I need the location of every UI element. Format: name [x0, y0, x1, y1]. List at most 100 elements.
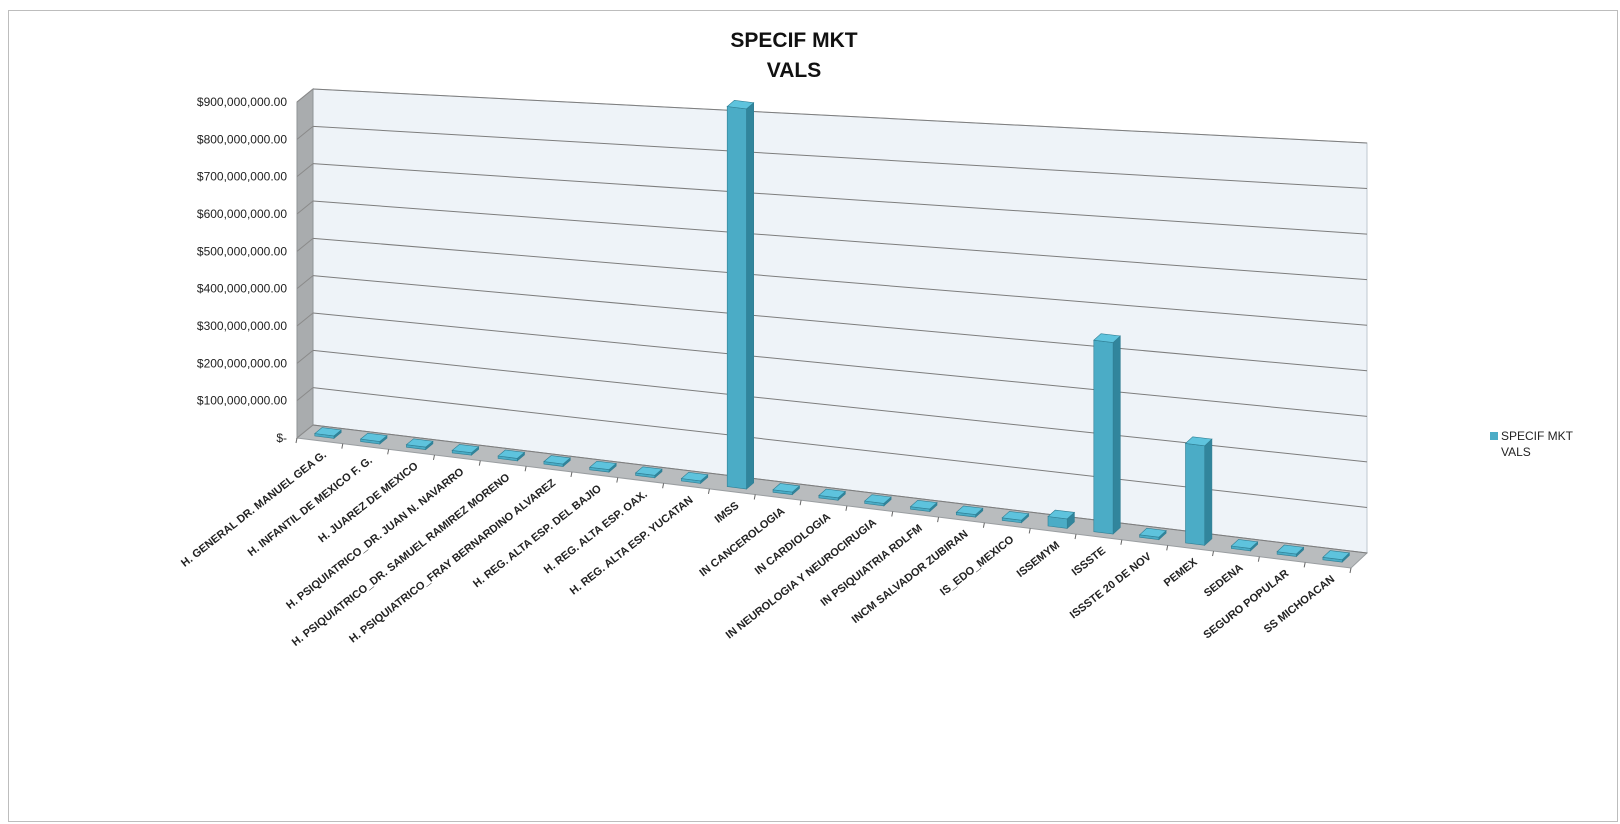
x-tick-mark — [799, 500, 802, 506]
bar-7 — [634, 466, 663, 479]
chart-svg: SPECIF MKT VALS $900,000,000.00 $800,000,… — [179, 29, 1574, 649]
x-tick-mark — [295, 437, 298, 444]
y-tick-label: $100,000,000.00 — [197, 394, 287, 408]
x-tick-label: IN CANCEROLOGIA — [697, 505, 787, 579]
x-tick-mark — [524, 466, 527, 472]
x-tick-mark — [845, 505, 848, 511]
x-tick-mark — [1166, 545, 1169, 551]
bar-1 — [359, 432, 388, 445]
y-tick-label: $700,000,000.00 — [197, 170, 287, 184]
x-tick-mark — [982, 522, 985, 528]
y-tick-label: $500,000,000.00 — [197, 244, 287, 258]
side-gridline — [296, 349, 314, 364]
bar-20 — [1230, 539, 1259, 552]
chart-frame: SPECIF MKT VALS $900,000,000.00 $800,000,… — [8, 10, 1618, 822]
bar-top-face — [1001, 511, 1030, 521]
x-tick-mark — [432, 454, 435, 461]
bar-17 — [1093, 333, 1121, 535]
bar-14 — [955, 505, 984, 518]
x-tick-mark — [753, 494, 756, 500]
y-tick-label: $300,000,000.00 — [197, 319, 287, 333]
bar-top-face — [726, 99, 755, 110]
side-gridline — [296, 312, 314, 327]
bar-2 — [405, 438, 434, 451]
bar-12 — [863, 494, 892, 507]
bar-top-face — [1230, 539, 1259, 549]
x-tick-mark — [387, 449, 390, 455]
x-tick-mark — [478, 460, 481, 466]
side-gridline — [296, 275, 314, 290]
x-tick-label: IN PSIQUIATRIA RDLFM — [819, 522, 925, 609]
x-tick-mark — [1120, 539, 1123, 545]
legend-swatch — [1490, 432, 1498, 440]
bar-top-face — [863, 494, 892, 504]
bar-top-face — [497, 449, 526, 459]
y-tick-label: $600,000,000.00 — [197, 207, 287, 221]
y-tick-label: $- — [276, 431, 287, 445]
x-tick-label: H. JUAREZ DE MEXICO — [316, 460, 421, 545]
x-tick-label: H. REG. ALTA ESP. OAX. — [542, 488, 650, 576]
x-tick-label: IMSS — [713, 500, 742, 526]
y-tick-label: $800,000,000.00 — [197, 132, 287, 146]
bar-top-face — [1138, 527, 1167, 538]
bar-0 — [314, 427, 342, 440]
bar-22 — [1322, 550, 1351, 563]
plot-area: $900,000,000.00 $800,000,000.00 $700,000,0… — [179, 87, 1369, 649]
x-tick-mark — [707, 488, 710, 494]
side-gridline — [296, 237, 314, 252]
side-gridline — [296, 163, 314, 178]
side-gridline — [296, 424, 314, 439]
bar-top-face — [451, 444, 480, 454]
side-gridline — [296, 125, 314, 140]
x-tick-mark — [616, 477, 619, 483]
bar-front-face — [1093, 339, 1114, 535]
bar-8 — [680, 471, 709, 485]
bar-top-face — [314, 427, 342, 437]
bar-11 — [818, 488, 847, 501]
x-tick-mark — [1349, 567, 1352, 574]
legend-label-line-1: SPECIF MKT — [1501, 429, 1574, 443]
bar-side-face — [1204, 438, 1213, 546]
x-tick-mark — [1028, 528, 1031, 534]
gridline — [312, 312, 1368, 417]
x-tick-mark — [1212, 550, 1215, 557]
bar-top-face — [359, 432, 388, 442]
bar-top-face — [588, 460, 617, 470]
bar-top-face — [680, 471, 709, 482]
bar-21 — [1276, 544, 1305, 558]
bar-19 — [1184, 436, 1213, 546]
bar-front-face — [1185, 443, 1205, 546]
bar-top-face — [909, 499, 938, 510]
y-tick-label: $200,000,000.00 — [197, 356, 287, 370]
side-wall — [296, 87, 314, 440]
bar-5 — [543, 455, 572, 468]
x-tick-mark — [937, 517, 940, 523]
x-tick-mark — [1074, 533, 1077, 540]
bar-side-face — [1112, 335, 1121, 535]
chart-title-line-1: SPECIF MKT — [730, 29, 857, 52]
side-gridline — [296, 387, 314, 402]
x-tick-label: ISSEMYM — [1015, 539, 1062, 580]
x-tick-label: H. PSIQUIATRICO_FRAY BERNARDINO ALVAREZ — [347, 477, 558, 646]
gridline — [312, 200, 1368, 281]
bar-top-face — [818, 488, 847, 499]
x-tick-label: PEMEX — [1162, 556, 1200, 590]
legend: SPECIF MKT VALS — [1490, 429, 1574, 459]
bar-top-face — [543, 455, 572, 465]
x-tick-mark — [1257, 556, 1260, 562]
bar-front-face — [726, 106, 747, 490]
bar-15 — [1001, 511, 1030, 524]
bar-9 — [726, 99, 755, 490]
bar-top-face — [634, 466, 663, 476]
bar-4 — [497, 449, 526, 462]
side-gridline — [296, 88, 314, 103]
x-tick-mark — [341, 443, 344, 449]
legend-label-line-2: VALS — [1501, 445, 1531, 459]
gridline — [312, 88, 1368, 144]
x-tick-label: H. PSIQUIATRICO_DR. JUAN N. NAVARRO — [284, 466, 467, 612]
gridline — [312, 125, 1368, 190]
gridline — [312, 163, 1368, 235]
bar-top-face — [1093, 333, 1121, 343]
bar-10 — [772, 483, 801, 496]
x-tick-mark — [1303, 562, 1306, 568]
